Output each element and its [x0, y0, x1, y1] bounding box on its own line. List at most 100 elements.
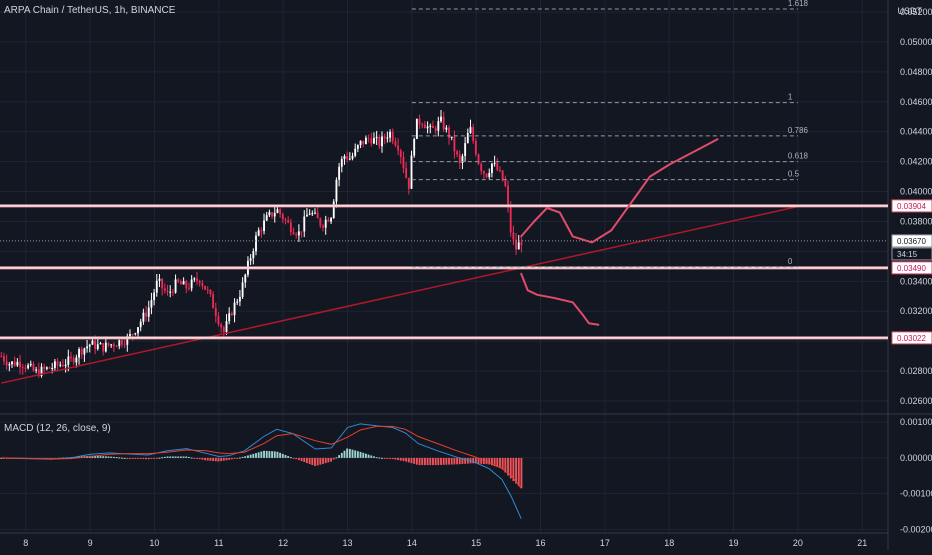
macd-histogram-bar	[169, 456, 172, 458]
candle-body	[260, 230, 263, 232]
candle-body	[0, 356, 3, 358]
macd-histogram-bar	[137, 457, 139, 459]
candle-body	[297, 231, 300, 236]
candle-body	[477, 154, 480, 164]
macd-histogram-bar	[201, 457, 204, 460]
macd-histogram-bar	[327, 457, 330, 463]
candle-body	[335, 179, 338, 202]
macd-histogram-bar	[343, 450, 346, 458]
macd-histogram-bar	[445, 457, 448, 465]
macd-histogram-bar	[129, 457, 131, 459]
candle-body	[456, 151, 459, 155]
candle-body	[190, 279, 193, 289]
candle-body	[257, 230, 260, 236]
macd-histogram-bar	[418, 457, 421, 466]
macd-histogram-bar	[244, 456, 247, 458]
macd-line	[1, 423, 522, 519]
candle-body	[421, 124, 424, 126]
fib-level-label: 0	[788, 257, 793, 266]
macd-histogram-bar	[399, 457, 402, 461]
macd-histogram-bar	[426, 457, 429, 466]
candle-body	[13, 361, 16, 366]
candle-body	[407, 177, 410, 189]
macd-histogram-bar	[233, 457, 236, 459]
macd-histogram-bar	[134, 457, 137, 459]
candle-body	[512, 232, 515, 240]
macd-histogram-bar	[268, 451, 271, 458]
fib-level-label: 0.618	[788, 152, 809, 161]
macd-histogram-bar	[354, 450, 357, 458]
macd-histogram-bar	[306, 457, 308, 464]
macd-histogram-bar	[204, 457, 206, 461]
candle-body	[391, 131, 394, 142]
candle-body	[27, 365, 30, 369]
candle-body	[88, 344, 91, 347]
macd-histogram-bar	[316, 457, 319, 466]
time-axis-label: 8	[23, 538, 28, 548]
candle-body	[442, 116, 445, 130]
signal-line	[1, 425, 522, 489]
candle-body	[311, 213, 314, 215]
macd-histogram-bar	[340, 452, 343, 458]
macd-histogram-bar	[437, 457, 440, 466]
candle-body	[322, 225, 324, 228]
macd-histogram-bar	[107, 456, 110, 458]
candle-body	[212, 293, 215, 309]
candle-body	[11, 361, 13, 365]
macd-histogram-bar	[458, 457, 461, 465]
candle-body	[198, 280, 201, 284]
macd-title[interactable]: MACD (12, 26, close, 9)	[4, 423, 111, 434]
macd-histogram-bar	[177, 456, 180, 458]
time-axis-label: 12	[278, 538, 288, 548]
macd-axis-label: -0.00200	[900, 524, 932, 534]
candle-body	[220, 324, 223, 328]
macd-histogram-bar	[96, 456, 99, 458]
candle-body	[413, 138, 416, 156]
candle-body	[440, 116, 442, 122]
macd-histogram-bar	[225, 457, 228, 461]
candle-body	[112, 344, 115, 347]
macd-histogram-bar	[131, 457, 134, 459]
macd-histogram-bar	[99, 456, 102, 458]
projection-down-path	[520, 272, 600, 326]
candle-body	[121, 340, 123, 345]
candle-body	[182, 281, 185, 285]
candle-body	[139, 321, 142, 328]
candle-body	[356, 145, 359, 149]
macd-histogram-bar	[171, 456, 174, 458]
macd-histogram-bar	[432, 457, 434, 466]
macd-histogram-bar	[308, 457, 311, 465]
candle-body	[330, 218, 333, 222]
candle-body	[378, 136, 381, 147]
price-axis-label: 0.03800	[900, 216, 932, 226]
macd-histogram-bar	[257, 452, 260, 458]
macd-histogram-bar	[247, 455, 249, 458]
candle-body	[394, 141, 397, 146]
macd-histogram-bar	[222, 457, 225, 461]
candle-body	[292, 232, 295, 235]
macd-histogram-bar	[179, 456, 182, 458]
macd-histogram-bar	[121, 457, 123, 459]
candle-body	[445, 127, 448, 130]
candle-body	[244, 274, 247, 283]
candle-body	[461, 155, 464, 164]
macd-histogram-bar	[287, 456, 290, 458]
candle-body	[166, 290, 169, 292]
candle-body	[367, 137, 370, 139]
macd-histogram-bar	[381, 457, 383, 459]
fib-level-label: 0.5	[788, 170, 800, 179]
candle-body	[115, 346, 118, 348]
candle-body	[64, 364, 67, 367]
price-axis-label: 0.04600	[900, 97, 932, 107]
macd-histogram-bar	[252, 453, 255, 458]
candle-body	[362, 140, 365, 145]
symbol-title[interactable]: ARPA Chain / TetherUS, 1h, BINANCE	[4, 5, 176, 16]
macd-histogram-bar	[493, 457, 496, 467]
candle-body	[405, 168, 408, 178]
candle-body	[343, 156, 346, 159]
candle-body	[51, 368, 54, 370]
macd-histogram-bar	[214, 457, 217, 462]
macd-histogram-bar	[364, 453, 367, 458]
